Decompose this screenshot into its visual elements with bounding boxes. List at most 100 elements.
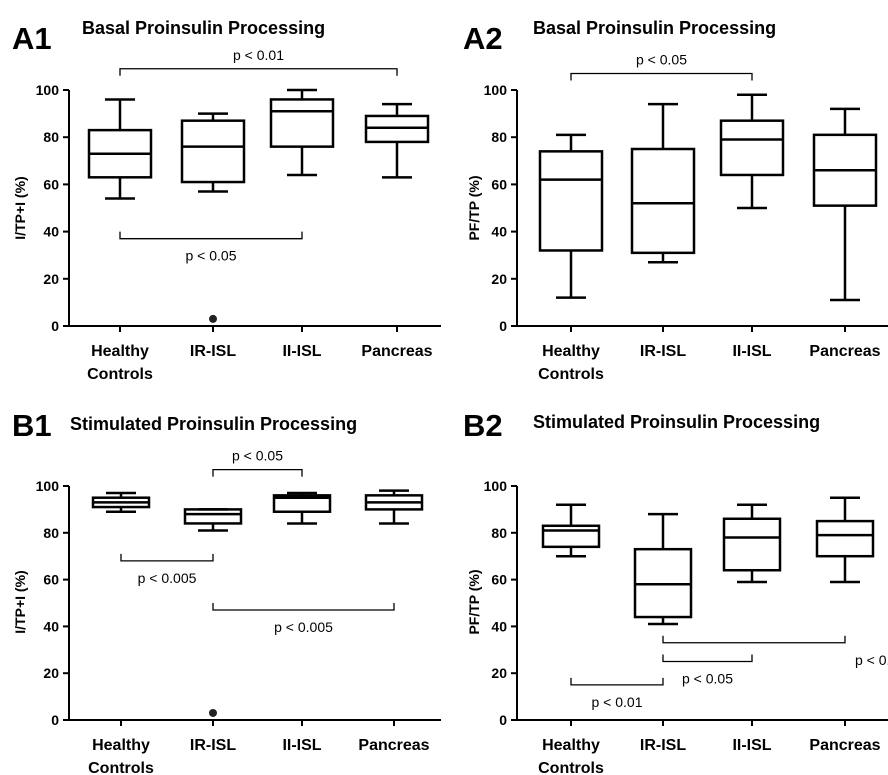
category-label: Controls: [538, 760, 604, 775]
panel-b2: B2 Stimulated Proinsulin Processing PF/TP …: [463, 408, 888, 775]
y-tick-label: 0: [51, 318, 59, 334]
box-plot: [91, 491, 151, 513]
panel-b1: B1 Stimulated Proinsulin Processing I/TP+I…: [12, 408, 441, 775]
category-label: Controls: [538, 366, 604, 383]
box-plot: [812, 107, 878, 302]
significance-bracket: p < 0.05: [662, 654, 753, 687]
bracket-line: [212, 468, 303, 477]
category-label: Pancreas: [358, 737, 429, 754]
category-label: Healthy: [542, 343, 600, 360]
category-label: Healthy: [542, 737, 600, 754]
box-iqr: [180, 119, 246, 184]
category-label: II-ISL: [282, 737, 321, 754]
category-label: II-ISL: [282, 343, 321, 360]
bracket-line: [119, 231, 303, 240]
y-tick-label: 100: [36, 478, 60, 494]
y-tick-label: 80: [491, 129, 507, 145]
significance-bracket: p < 0.05: [570, 51, 753, 81]
bracket-line: [119, 68, 398, 76]
y-tick-label: 60: [491, 176, 507, 192]
significance-bracket: p < 0.005: [212, 603, 395, 635]
category-label: Healthy: [91, 343, 149, 360]
box-iqr: [538, 150, 604, 252]
panel-letter: A2: [463, 21, 503, 56]
category-label: Controls: [88, 760, 154, 775]
panel-letter: B1: [12, 408, 52, 443]
box-plot: [364, 489, 424, 525]
y-axis-label: I/TP+I (%): [12, 176, 28, 239]
panel-title: Basal Proinsulin Processing: [533, 18, 776, 38]
box-iqr: [541, 524, 601, 549]
box-iqr: [722, 517, 782, 572]
category-label: Pancreas: [361, 343, 432, 360]
category-label: II-ISL: [732, 737, 771, 754]
panel-letter: A1: [12, 21, 52, 56]
box-plot: [183, 508, 243, 532]
box-plot: [87, 98, 153, 200]
y-tick-label: 80: [43, 129, 59, 145]
significance-bracket: p < 0.05: [119, 231, 303, 264]
box-plot: [719, 93, 785, 210]
box-iqr: [630, 147, 696, 255]
y-tick-label: 60: [491, 572, 507, 588]
box-plot: [633, 512, 693, 626]
bracket-line: [662, 635, 846, 644]
significance-bracket: p < 0.005: [120, 553, 214, 586]
category-label: Controls: [87, 366, 153, 383]
p-value-label: p < 0.05: [232, 448, 283, 464]
panel-title: Stimulated Proinsulin Processing: [533, 412, 820, 432]
y-tick-label: 40: [43, 618, 59, 634]
y-tick-label: 60: [43, 176, 59, 192]
p-value-label: p < 0.01: [592, 694, 643, 710]
bracket-line: [570, 72, 753, 81]
y-tick-label: 100: [484, 82, 508, 98]
category-label: IR-ISL: [190, 737, 236, 754]
p-value-label: p < 0.05: [682, 671, 733, 687]
outlier-point: [209, 314, 217, 323]
box-plot: [722, 503, 782, 584]
p-value-label: p < 0.01: [233, 47, 284, 63]
y-tick-label: 20: [491, 271, 507, 287]
significance-bracket: p < 0.05: [212, 448, 303, 477]
box-iqr: [815, 519, 875, 558]
y-axis-label: I/TP+I (%): [12, 570, 28, 633]
box-plot: [538, 133, 604, 299]
y-tick-label: 40: [43, 224, 59, 240]
panel-letter: B2: [463, 408, 503, 443]
y-tick-label: 0: [499, 318, 507, 334]
category-label: IR-ISL: [190, 343, 236, 360]
bracket-line: [662, 654, 753, 663]
p-value-label: p < 0.01: [855, 652, 888, 668]
y-tick-label: 20: [43, 271, 59, 287]
box-plot: [269, 88, 335, 177]
panel-a1: A1 Basal Proinsulin Processing I/TP+I (%) 0…: [12, 18, 441, 383]
category-label: II-ISL: [732, 343, 771, 360]
y-tick-label: 20: [43, 665, 59, 681]
y-tick-label: 40: [491, 618, 507, 634]
panel-title: Basal Proinsulin Processing: [82, 18, 325, 38]
category-label: IR-ISL: [640, 343, 686, 360]
significance-bracket: p < 0.01: [570, 677, 664, 710]
y-axis-label: PF/TP (%): [466, 569, 482, 634]
category-label: Pancreas: [809, 737, 880, 754]
y-tick-label: 60: [43, 572, 59, 588]
box-plot: [364, 102, 430, 179]
y-axis-label: PF/TP (%): [466, 175, 482, 240]
box-iqr: [269, 98, 335, 148]
category-label: Healthy: [92, 737, 150, 754]
box-plot: [272, 491, 332, 525]
box-plot: [541, 503, 601, 558]
p-value-label: p < 0.05: [186, 248, 237, 264]
p-value-label: p < 0.005: [138, 570, 197, 586]
bracket-line: [570, 677, 664, 686]
box-iqr: [719, 119, 785, 177]
p-value-label: p < 0.005: [274, 619, 333, 635]
category-label: Pancreas: [809, 343, 880, 360]
significance-bracket: p < 0.01: [119, 47, 398, 76]
y-tick-label: 100: [484, 478, 508, 494]
y-tick-label: 80: [43, 525, 59, 541]
p-value-label: p < 0.05: [636, 51, 687, 67]
panel-title: Stimulated Proinsulin Processing: [70, 414, 357, 434]
y-tick-label: 20: [491, 665, 507, 681]
